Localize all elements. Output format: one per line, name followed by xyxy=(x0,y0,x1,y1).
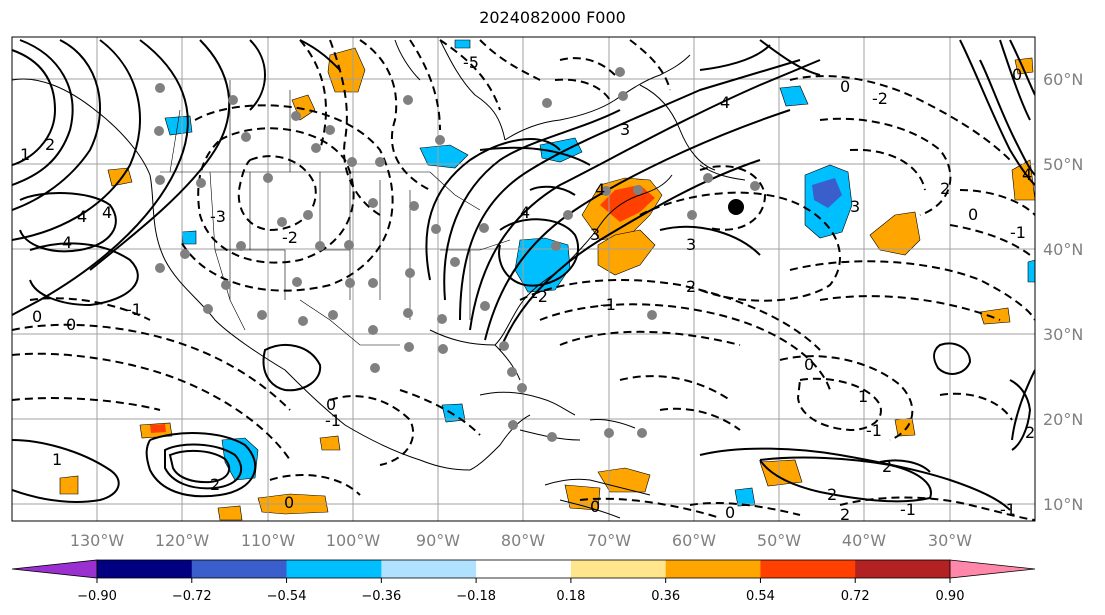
svg-text:2: 2 xyxy=(827,485,837,504)
lon-label: 120°W xyxy=(155,531,210,550)
map-frame xyxy=(11,36,1036,522)
lat-label: 40°N xyxy=(1043,240,1083,259)
svg-text:4: 4 xyxy=(62,233,72,252)
lon-label: 130°W xyxy=(70,531,125,550)
svg-text:4: 4 xyxy=(520,203,530,222)
colorbar-tick-label: 0.90 xyxy=(936,589,965,604)
graticule xyxy=(12,37,1035,521)
lon-label: 90°W xyxy=(416,531,460,550)
station-markers xyxy=(154,67,760,442)
svg-text:0: 0 xyxy=(32,307,42,326)
svg-text:4: 4 xyxy=(720,93,730,112)
svg-text:-2: -2 xyxy=(282,228,298,247)
solid-contours xyxy=(12,39,1035,511)
colorbar-tick-label: 0.18 xyxy=(556,589,585,604)
lon-label: 110°W xyxy=(241,531,296,550)
colorbar-bin xyxy=(286,560,382,578)
svg-text:4: 4 xyxy=(102,203,112,222)
highlight-station-marker xyxy=(728,199,744,215)
colorbar-bin xyxy=(476,560,572,578)
svg-text:-2: -2 xyxy=(532,287,548,306)
colorbar-tick-label: −0.36 xyxy=(361,589,401,604)
lon-label: 80°W xyxy=(501,531,545,550)
colorbar-bin xyxy=(855,560,951,578)
colorbar-tick-label: 0.72 xyxy=(841,589,870,604)
svg-text:0: 0 xyxy=(66,315,76,334)
svg-text:4: 4 xyxy=(77,207,87,226)
svg-text:0: 0 xyxy=(326,395,336,414)
svg-text:3: 3 xyxy=(590,225,600,244)
lat-label: 50°N xyxy=(1043,155,1083,174)
latitude-labels: 60°N 50°N 40°N 30°N 20°N 10°N xyxy=(1043,70,1083,514)
svg-text:0: 0 xyxy=(840,77,850,96)
svg-text:0: 0 xyxy=(804,355,814,374)
svg-text:2: 2 xyxy=(1025,423,1035,442)
svg-text:1: 1 xyxy=(52,450,62,469)
svg-text:0: 0 xyxy=(590,497,600,516)
svg-text:3: 3 xyxy=(850,197,860,216)
svg-text:-1: -1 xyxy=(866,421,882,440)
colorbar-bin xyxy=(760,560,856,578)
lon-label: 30°W xyxy=(928,531,972,550)
svg-text:2: 2 xyxy=(210,475,220,494)
colorbar-bin xyxy=(570,560,667,578)
svg-text:4: 4 xyxy=(595,180,605,199)
svg-text:2: 2 xyxy=(882,457,892,476)
lat-label: 60°N xyxy=(1043,70,1083,89)
map-panel: -5 -3 -2 -1 0 0 1 2 3 4 4 2 0 -1 -2 3 2 … xyxy=(12,37,1035,524)
colorbar-bin xyxy=(97,560,193,578)
longitude-labels: 130°W 120°W 110°W 100°W 90°W 80°W 70°W 6… xyxy=(70,531,972,550)
colorbar-bin xyxy=(191,560,288,578)
colorbar-bin xyxy=(381,560,477,578)
svg-text:4: 4 xyxy=(1022,165,1032,184)
colorbar-tick-label: −0.90 xyxy=(77,589,117,604)
colorbar-bin xyxy=(665,560,761,578)
svg-text:-2: -2 xyxy=(872,89,888,108)
svg-text:0: 0 xyxy=(968,205,978,224)
colorbar-tick-label: 0.54 xyxy=(746,589,775,604)
svg-text:0: 0 xyxy=(284,493,294,512)
svg-text:1: 1 xyxy=(858,387,868,406)
svg-text:-1: -1 xyxy=(1010,223,1026,242)
svg-text:-1: -1 xyxy=(126,300,142,319)
svg-text:-3: -3 xyxy=(210,207,226,226)
map-title: 2024082000 F000 xyxy=(479,8,626,27)
svg-text:2: 2 xyxy=(940,179,950,198)
lon-label: 50°W xyxy=(757,531,801,550)
svg-text:0: 0 xyxy=(1012,65,1022,84)
colorbar-tick-label: −0.18 xyxy=(456,589,496,604)
lat-label: 20°N xyxy=(1043,410,1083,429)
lon-label: 100°W xyxy=(326,531,381,550)
svg-text:-1: -1 xyxy=(600,295,616,314)
svg-text:3: 3 xyxy=(686,235,696,254)
colorbar-over-arrow xyxy=(949,559,1036,579)
colorbar-tick-label: −0.54 xyxy=(267,589,307,604)
svg-text:-1: -1 xyxy=(325,411,341,430)
dashed-contours xyxy=(12,39,1035,521)
lon-label: 60°W xyxy=(672,531,716,550)
svg-text:1: 1 xyxy=(20,145,30,164)
svg-text:2: 2 xyxy=(686,277,696,296)
svg-text:2: 2 xyxy=(840,505,850,524)
lat-label: 30°N xyxy=(1043,325,1083,344)
svg-text:-5: -5 xyxy=(463,53,479,72)
svg-text:-1: -1 xyxy=(900,500,916,519)
contour-labels: -5 -3 -2 -1 0 0 1 2 3 4 4 2 0 -1 -2 3 2 … xyxy=(20,53,1035,524)
colorbar-tick-label: −0.72 xyxy=(172,589,212,604)
svg-text:-1: -1 xyxy=(1000,500,1016,519)
lon-label: 40°W xyxy=(842,531,886,550)
colorbar: −0.90 −0.72 −0.54 −0.36 −0.18 0.18 0.36 0.54 0.7… xyxy=(11,559,1036,604)
colorbar-tick-label: 0.36 xyxy=(651,589,680,604)
lon-label: 70°W xyxy=(587,531,631,550)
colorbar-under-arrow xyxy=(11,559,98,579)
svg-text:0: 0 xyxy=(725,503,735,522)
svg-text:2: 2 xyxy=(45,135,55,154)
svg-text:3: 3 xyxy=(620,120,630,139)
lat-label: 10°N xyxy=(1043,495,1083,514)
